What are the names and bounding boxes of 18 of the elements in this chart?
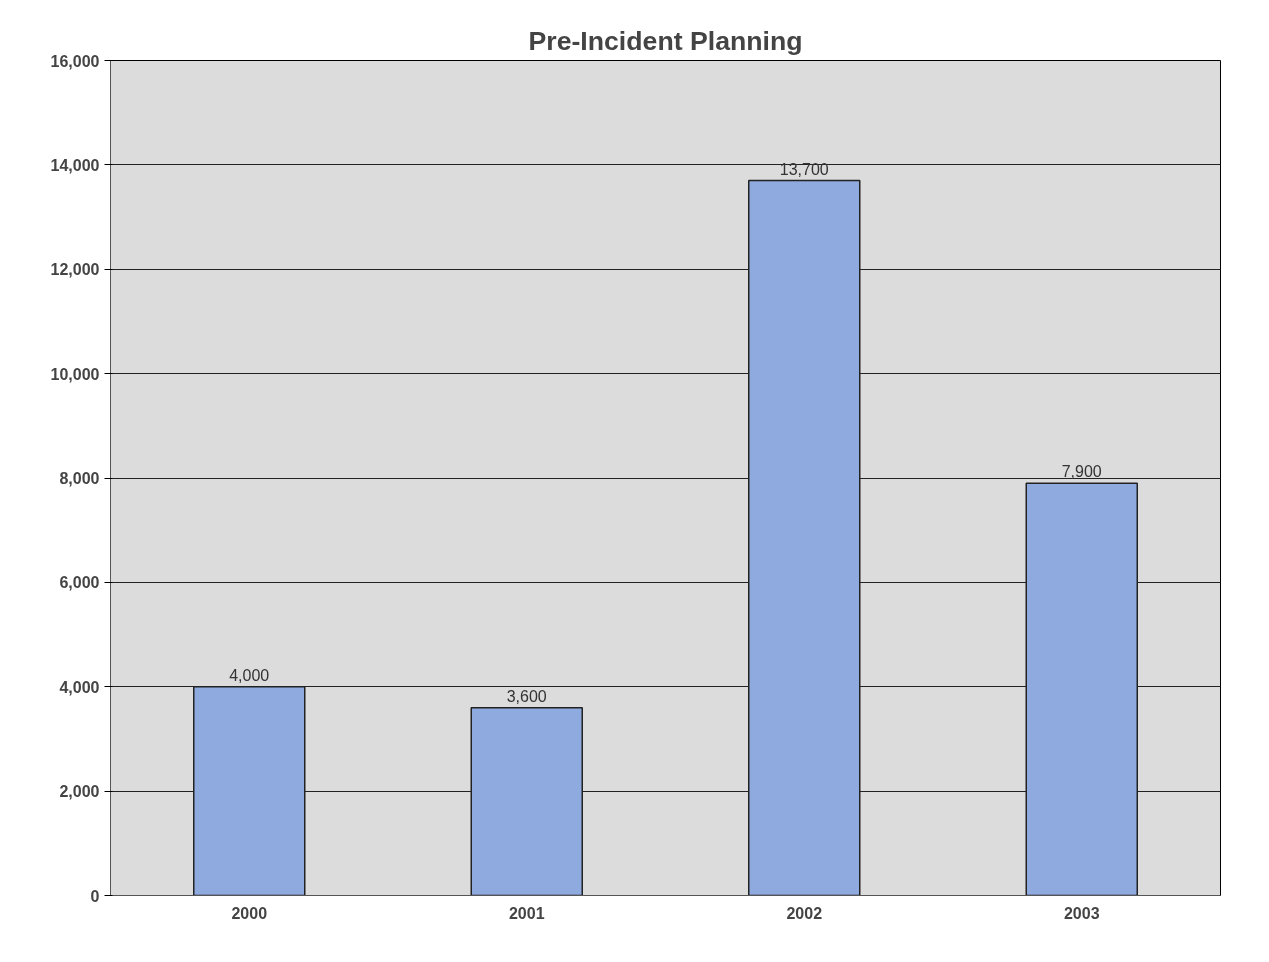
y-tick-label: 2,000	[59, 783, 100, 801]
y-tick-label: 16,000	[50, 52, 100, 70]
y-tick-label: 12,000	[50, 261, 100, 279]
data-label: 3,600	[506, 687, 547, 705]
x-tick-label: 2002	[786, 904, 823, 922]
x-tick-label: 2003	[1063, 904, 1100, 922]
x-tick-label: 2000	[231, 904, 268, 922]
chart-title: Pre-Incident Planning	[528, 25, 803, 56]
y-tick-label: 14,000	[50, 156, 100, 174]
y-tick-label: 4,000	[59, 678, 100, 696]
y-tick-label: 6,000	[59, 574, 100, 592]
data-label: 7,900	[1061, 463, 1102, 481]
y-tick-label: 8,000	[59, 470, 100, 487]
x-tick-label: 2001	[508, 904, 545, 922]
data-label: 4,000	[229, 666, 270, 684]
data-label: 13,700	[779, 160, 829, 178]
y-tick-label: 10,000	[50, 365, 100, 383]
y-tick-label: 0	[90, 887, 100, 905]
